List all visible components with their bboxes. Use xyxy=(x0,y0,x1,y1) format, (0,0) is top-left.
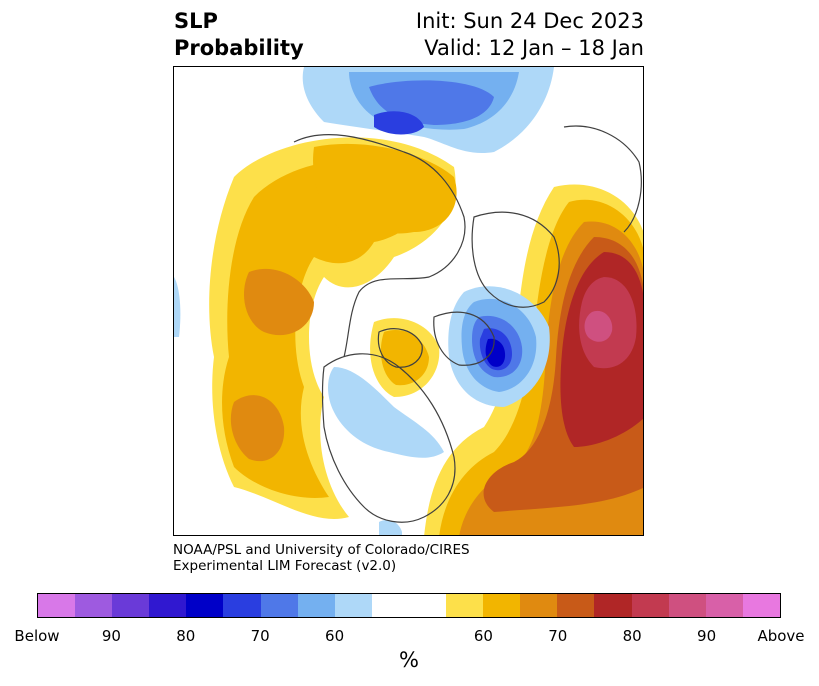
above-atlantic-pink xyxy=(584,310,613,342)
colorbar-swatch xyxy=(260,594,298,617)
colorbar-swatch xyxy=(446,594,484,617)
probability-map xyxy=(173,66,644,536)
colorbar-swatch xyxy=(483,594,521,617)
colorbar-tick-label: 90 xyxy=(697,627,717,645)
colorbar-swatch xyxy=(631,594,669,617)
colorbar-swatch xyxy=(705,594,743,617)
coastlines xyxy=(293,125,642,523)
colorbar-tick-label: 80 xyxy=(176,627,196,645)
above-pacific-orange-2 xyxy=(230,395,285,462)
colorbar-swatch xyxy=(742,594,780,617)
coast-europe xyxy=(471,211,560,308)
below-arctic-royal xyxy=(374,111,424,135)
colorbar-swatch xyxy=(594,594,632,617)
colorbar-unit-label: % xyxy=(399,648,419,672)
colorbar-swatch xyxy=(371,594,409,617)
colorbar-tick-label: 60 xyxy=(473,627,493,645)
colorbar-tick-label: 60 xyxy=(325,627,345,645)
colorbar-swatch xyxy=(149,594,187,617)
title-quantity: Probability xyxy=(174,36,304,60)
above-siberia-gold xyxy=(313,143,457,234)
colorbar-tick-label: 90 xyxy=(101,627,121,645)
coast-africa-top xyxy=(563,125,642,233)
init-date: Init: Sun 24 Dec 2023 xyxy=(415,9,644,33)
colorbar xyxy=(37,593,781,618)
map-svg xyxy=(174,67,643,535)
below-left-edge xyxy=(174,277,181,337)
colorbar-tick-label: Below xyxy=(14,627,60,645)
title-variable: SLP xyxy=(174,9,218,33)
colorbar-swatch xyxy=(668,594,706,617)
coast-asia xyxy=(293,133,466,358)
colorbar-swatch xyxy=(112,594,150,617)
coast-hudson xyxy=(377,328,423,368)
colorbar-swatch xyxy=(408,594,447,617)
colorbar-swatch xyxy=(75,594,113,617)
colorbar-tick-label: 70 xyxy=(548,627,568,645)
valid-range: Valid: 12 Jan – 18 Jan xyxy=(424,36,644,60)
colorbar-swatch xyxy=(38,594,76,617)
credit-text: NOAA/PSL and University of Colorado/CIRE… xyxy=(173,542,470,574)
below-greenland-navy xyxy=(485,338,506,367)
colorbar-swatch xyxy=(297,594,335,617)
colorbar-swatch xyxy=(334,594,372,617)
colorbar-swatch xyxy=(557,594,595,617)
above-canada-gold xyxy=(380,329,429,386)
colorbar-swatch xyxy=(520,594,558,617)
below-us-lightblue xyxy=(328,367,444,458)
above-pacific-orange-1 xyxy=(244,268,314,336)
colorbar-swatch xyxy=(186,594,224,617)
colorbar-swatch xyxy=(223,594,261,617)
coast-greenland xyxy=(433,311,495,366)
forecast-dates: Init: Sun 24 Dec 2023 Valid: 12 Jan – 18… xyxy=(416,8,644,62)
map-title: SLP Probability xyxy=(174,8,304,62)
credit-line-2: Experimental LIM Forecast (v2.0) xyxy=(173,558,397,574)
colorbar-tick-label: 70 xyxy=(250,627,270,645)
colorbar-tick-label: 80 xyxy=(622,627,642,645)
credit-line-1: NOAA/PSL and University of Colorado/CIRE… xyxy=(173,542,470,558)
colorbar-tick-label: Above xyxy=(757,627,805,645)
below-bottom xyxy=(379,520,402,535)
